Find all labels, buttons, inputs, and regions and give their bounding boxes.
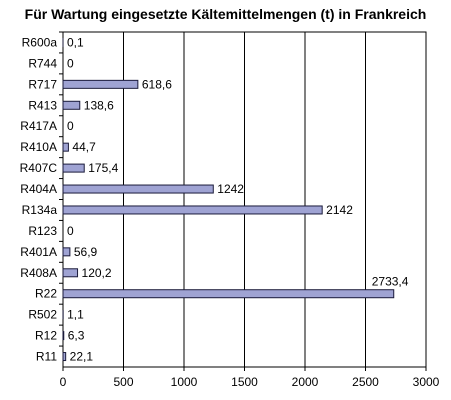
bar (62, 352, 67, 362)
category-label: R22 (35, 287, 57, 301)
bar (62, 247, 71, 257)
category-label: R410A (20, 140, 57, 154)
bar (62, 205, 323, 215)
value-label: 0,1 (67, 35, 84, 49)
bar (62, 79, 139, 89)
bar (62, 289, 395, 299)
category-label: R744 (28, 56, 57, 70)
x-tick-label: 2000 (292, 375, 319, 389)
value-label: 1242 (217, 182, 244, 196)
category-label: R404A (20, 182, 57, 196)
x-tick-label: 1500 (231, 375, 258, 389)
value-label: 175,4 (88, 161, 118, 175)
value-label: 2142 (326, 203, 353, 217)
value-label: 0 (67, 56, 74, 70)
category-label: R407C (20, 161, 58, 175)
category-label: R12 (35, 329, 57, 343)
value-label: 2733,4 (372, 275, 409, 289)
chart-title: Für Wartung eingesetzte Kältemittelmenge… (24, 6, 427, 22)
bar (62, 100, 81, 110)
category-label: R401A (20, 245, 57, 259)
category-label: R134a (22, 203, 58, 217)
value-label: 0 (67, 119, 74, 133)
category-label: R417A (20, 119, 57, 133)
bar (62, 331, 65, 341)
value-label: 120,2 (82, 266, 112, 280)
value-label: 56,9 (74, 245, 98, 259)
bar (62, 142, 69, 152)
value-label: 0 (67, 224, 74, 238)
category-label: R11 (36, 350, 57, 364)
category-label: R502 (28, 308, 57, 322)
x-tick-label: 500 (113, 375, 133, 389)
value-label: 22,1 (70, 350, 94, 364)
value-label: 44,7 (72, 140, 96, 154)
bar (62, 184, 214, 194)
category-label: R408A (20, 266, 57, 280)
value-label: 6,3 (68, 329, 85, 343)
x-tick-label: 3000 (413, 375, 440, 389)
x-tick-label: 1000 (171, 375, 198, 389)
value-label: 138,6 (84, 98, 114, 112)
category-label: R123 (28, 224, 57, 238)
x-tick-label: 0 (60, 375, 67, 389)
category-label: R413 (28, 98, 57, 112)
value-label: 1,1 (67, 308, 84, 322)
bar (62, 268, 79, 278)
category-label: R600a (22, 35, 58, 49)
bar (62, 163, 85, 173)
value-label: 618,6 (142, 77, 172, 91)
category-label: R717 (28, 77, 57, 91)
x-tick-label: 2500 (352, 375, 379, 389)
